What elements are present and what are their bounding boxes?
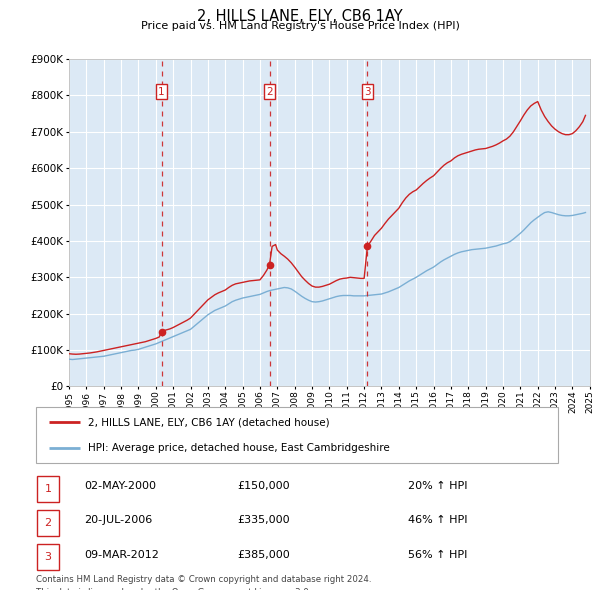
FancyBboxPatch shape <box>37 510 59 536</box>
Text: 20-JUL-2006: 20-JUL-2006 <box>84 516 152 525</box>
Text: 2, HILLS LANE, ELY, CB6 1AY: 2, HILLS LANE, ELY, CB6 1AY <box>197 9 403 24</box>
Text: 1: 1 <box>158 87 165 97</box>
Text: 46% ↑ HPI: 46% ↑ HPI <box>408 516 467 525</box>
Text: 3: 3 <box>44 552 52 562</box>
Text: 2: 2 <box>266 87 273 97</box>
Text: £150,000: £150,000 <box>238 481 290 491</box>
Text: 02-MAY-2000: 02-MAY-2000 <box>84 481 156 491</box>
Text: 2: 2 <box>44 518 52 528</box>
Text: 09-MAR-2012: 09-MAR-2012 <box>84 550 159 559</box>
Text: Contains HM Land Registry data © Crown copyright and database right 2024.: Contains HM Land Registry data © Crown c… <box>36 575 371 584</box>
Text: 56% ↑ HPI: 56% ↑ HPI <box>408 550 467 559</box>
FancyBboxPatch shape <box>36 407 558 463</box>
Text: £385,000: £385,000 <box>238 550 290 559</box>
Text: Price paid vs. HM Land Registry's House Price Index (HPI): Price paid vs. HM Land Registry's House … <box>140 21 460 31</box>
Text: 20% ↑ HPI: 20% ↑ HPI <box>408 481 467 491</box>
Text: 2, HILLS LANE, ELY, CB6 1AY (detached house): 2, HILLS LANE, ELY, CB6 1AY (detached ho… <box>88 417 330 427</box>
Text: HPI: Average price, detached house, East Cambridgeshire: HPI: Average price, detached house, East… <box>88 443 390 453</box>
FancyBboxPatch shape <box>37 544 59 571</box>
FancyBboxPatch shape <box>37 476 59 502</box>
Text: This data is licensed under the Open Government Licence v3.0.: This data is licensed under the Open Gov… <box>36 588 311 590</box>
Text: £335,000: £335,000 <box>238 516 290 525</box>
Text: 3: 3 <box>364 87 371 97</box>
Text: 1: 1 <box>44 484 52 494</box>
